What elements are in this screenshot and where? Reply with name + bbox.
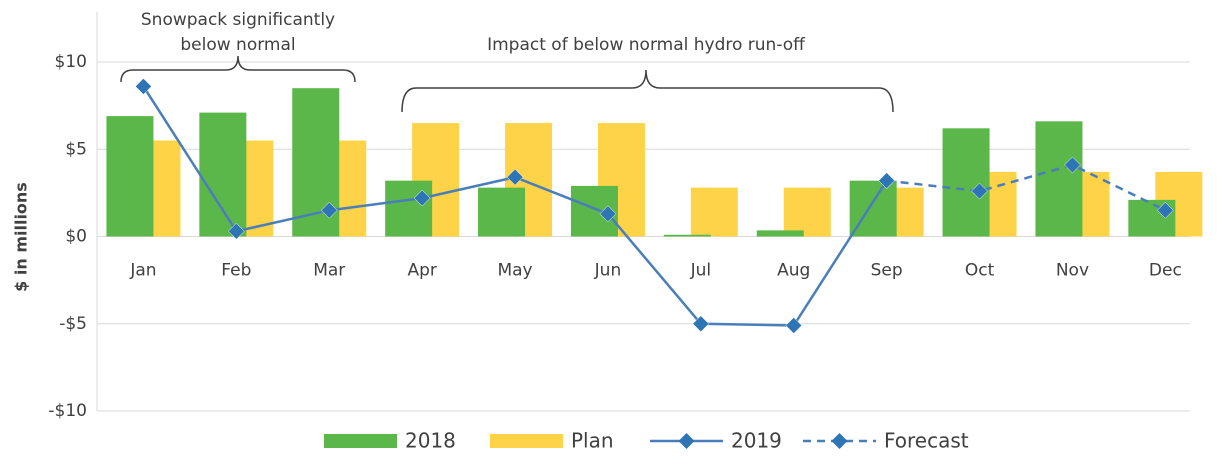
x-tick-label: Feb	[221, 261, 251, 281]
marker	[413, 189, 431, 207]
x-tick-label: Dec	[1149, 261, 1182, 281]
legend-item: Forecast	[803, 429, 969, 453]
bar	[690, 187, 738, 237]
line	[886, 163, 1166, 212]
legend-marker	[831, 433, 848, 449]
legend-marker	[678, 433, 695, 449]
bar	[942, 128, 990, 237]
bar	[385, 180, 433, 237]
x-tick-label: Aug	[777, 261, 810, 281]
marker	[599, 205, 617, 223]
legend-label: 2019	[731, 429, 782, 453]
brace	[120, 55, 356, 83]
y-tick-label: -$10	[48, 401, 87, 421]
brace	[401, 69, 894, 113]
y-tick-label: -$5	[59, 314, 87, 334]
bar	[1035, 121, 1083, 237]
legend-item: Plan	[490, 429, 614, 453]
marker	[971, 182, 988, 200]
marker	[1064, 156, 1081, 174]
bar	[756, 230, 804, 237]
legend-label: Forecast	[884, 429, 969, 453]
x-tick-label: Jul	[690, 261, 712, 281]
bar	[663, 234, 711, 237]
marker	[506, 168, 524, 186]
legend-label: Plan	[571, 429, 614, 453]
marker	[320, 201, 338, 219]
legend-swatch	[490, 434, 563, 448]
x-tick-label: Nov	[1056, 261, 1089, 281]
x-tick-label: Mar	[313, 261, 345, 281]
legend-item: 2019	[650, 429, 782, 453]
legend-swatch	[324, 434, 397, 448]
x-tick-label: Apr	[407, 261, 436, 281]
x-tick-label: Jan	[129, 261, 156, 281]
marker	[135, 78, 152, 95]
bar	[478, 187, 526, 237]
bar	[199, 112, 247, 237]
legend-label: 2018	[405, 429, 456, 453]
y-axis-label: $ in millions	[12, 182, 31, 292]
x-tick-label: May	[497, 261, 532, 281]
marker	[878, 172, 896, 190]
x-tick-label: Sep	[871, 261, 903, 281]
marker	[785, 317, 803, 334]
y-tick-label: $0	[65, 227, 87, 247]
bar	[106, 116, 154, 237]
bar	[783, 187, 831, 237]
y-tick-label: $5	[65, 139, 87, 159]
x-tick-label: Jun	[594, 261, 622, 281]
y-tick-label: $10	[55, 52, 87, 72]
marker	[692, 315, 710, 333]
legend-item: 2018	[324, 429, 456, 453]
marker	[1156, 201, 1174, 219]
annotation: below normal	[180, 35, 295, 55]
annotation: Snowpack significantly	[141, 10, 335, 30]
annotation: Impact of below normal hydro run-off	[487, 35, 806, 55]
marker	[227, 222, 245, 240]
x-tick-label: Oct	[965, 261, 995, 281]
